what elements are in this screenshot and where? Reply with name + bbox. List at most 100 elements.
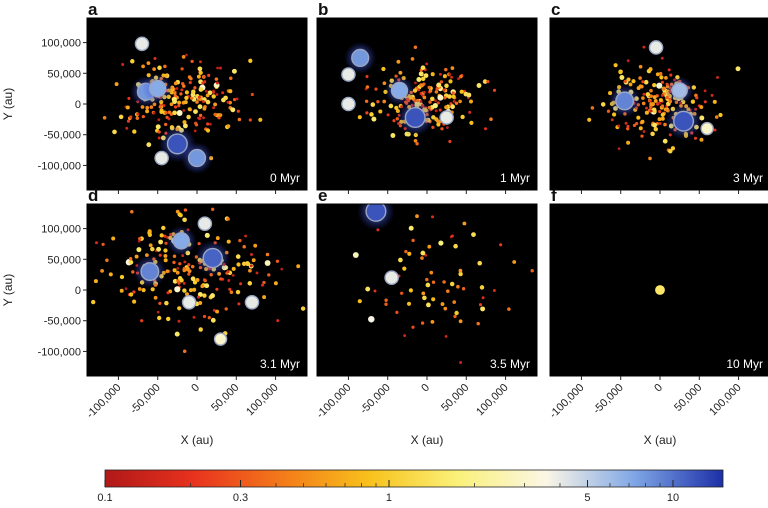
panel-f: f 10 Myr -100,000 -50,000 0 50,000 100,000 X (a…	[547, 186, 768, 447]
star-point	[652, 82, 657, 88]
y-tick-label: 50,000	[47, 254, 81, 266]
star-point	[492, 88, 497, 92]
star-point	[198, 301, 203, 305]
star-point	[378, 109, 383, 114]
star-point	[453, 314, 457, 319]
star-point	[482, 79, 488, 84]
star-point	[427, 244, 432, 249]
star-point	[150, 246, 155, 252]
star-point	[132, 129, 137, 134]
star-field	[102, 36, 263, 175]
star-point	[431, 215, 434, 219]
star-point	[642, 92, 646, 96]
star-field	[341, 41, 497, 146]
star-point	[213, 112, 217, 117]
y-tick-label: 100,000	[41, 224, 81, 236]
star-point	[369, 112, 374, 117]
star-point	[631, 79, 636, 84]
star-point	[163, 258, 168, 263]
star-point	[716, 75, 719, 79]
star-point	[634, 121, 639, 126]
star-point	[450, 75, 454, 79]
star-point	[735, 66, 741, 72]
star-point	[638, 76, 642, 80]
star-point	[264, 260, 271, 266]
star-point	[420, 65, 426, 71]
colorbar-gradient	[104, 469, 724, 488]
star-point	[457, 77, 460, 81]
star-point	[466, 92, 472, 98]
x-tick-label: 0	[652, 382, 665, 395]
star-point	[202, 293, 207, 298]
star-point	[247, 281, 253, 286]
star-point	[443, 306, 448, 311]
star-point	[119, 288, 124, 293]
star-point	[155, 124, 161, 130]
x-tick-label: -100,000	[547, 382, 586, 421]
star-point	[452, 300, 457, 304]
y-tick-label: 0	[75, 285, 81, 297]
star-point	[423, 73, 429, 78]
star-point	[617, 147, 621, 151]
star-point	[530, 269, 534, 273]
star-point	[365, 286, 371, 292]
star-point	[173, 94, 178, 98]
star-point	[365, 85, 370, 89]
star-point	[450, 234, 454, 238]
panel-label: f	[551, 186, 557, 205]
star-point	[93, 279, 98, 284]
massive-star	[134, 36, 150, 52]
star-point	[446, 126, 449, 129]
star-point	[649, 105, 653, 109]
star-point	[371, 199, 375, 203]
star-point	[428, 100, 432, 104]
star-point	[227, 279, 231, 282]
star-point	[640, 119, 645, 124]
star-point	[710, 93, 714, 97]
star-point	[373, 289, 377, 293]
star-point	[626, 127, 630, 131]
star-point	[163, 234, 167, 238]
panel-label: e	[318, 186, 327, 205]
star-point	[147, 232, 152, 237]
star-point	[296, 264, 301, 269]
star-point	[640, 134, 644, 138]
star-point	[239, 282, 243, 286]
x-tick-label: 100,000	[244, 382, 281, 419]
star-point	[458, 268, 463, 273]
x-tick-label: 0	[189, 382, 202, 395]
x-tick-label: 50,000	[672, 382, 704, 414]
star-point	[403, 334, 407, 338]
star-point	[454, 101, 459, 106]
star-point	[407, 251, 412, 256]
star-point	[400, 291, 404, 295]
star-point	[300, 306, 306, 311]
star-point	[649, 88, 653, 93]
star-point	[237, 117, 242, 122]
star-point	[176, 267, 180, 270]
star-point	[241, 261, 247, 266]
star-point	[205, 93, 210, 98]
star-point	[459, 361, 463, 364]
star-point	[483, 127, 488, 131]
star-field	[587, 40, 741, 161]
time-label: 1 Myr	[500, 171, 530, 185]
star-point	[212, 106, 216, 110]
star-point	[398, 257, 403, 263]
star-point	[128, 292, 134, 297]
massive-star	[365, 204, 387, 222]
star-point	[183, 100, 188, 105]
star-point	[152, 67, 156, 71]
star-point	[411, 238, 415, 243]
star-point	[129, 115, 133, 119]
star-point	[164, 300, 169, 306]
star-point	[198, 113, 203, 118]
star-point	[420, 76, 426, 82]
star-point	[651, 107, 657, 113]
star-point	[660, 112, 665, 117]
star-point	[448, 72, 452, 76]
star-point	[215, 81, 219, 85]
star-point	[660, 80, 664, 84]
star-point	[468, 110, 472, 114]
